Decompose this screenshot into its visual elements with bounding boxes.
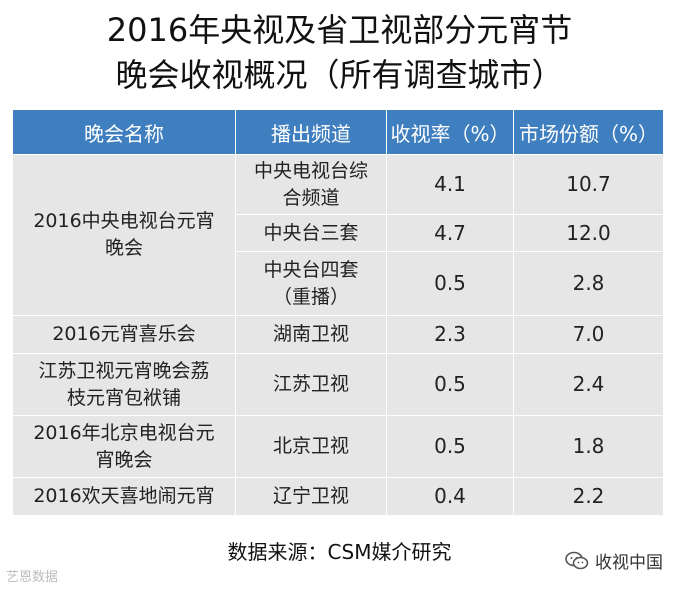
header-rating: 收视率（%） — [386, 109, 514, 155]
channel-cell: 辽宁卫视 — [235, 477, 387, 516]
channel-cell: 湖南卫视 — [235, 315, 387, 354]
share-cell: 2.2 — [513, 477, 664, 516]
header-share: 市场份额（%） — [513, 109, 664, 155]
rating-cell: 4.1 — [386, 154, 514, 215]
program-line: 2016年北京电视台元 — [33, 421, 215, 444]
channel-cell: 中央电视台综 合频道 — [235, 154, 387, 215]
rating-cell: 0.4 — [386, 477, 514, 516]
rating-cell: 0.5 — [386, 415, 514, 478]
share-cell: 2.8 — [513, 251, 664, 316]
channel-line: 合频道 — [282, 186, 340, 209]
program-line: 宵晚会 — [95, 448, 153, 471]
program-cell: 2016欢天喜地闹元宵 — [12, 477, 236, 516]
share-cell: 10.7 — [513, 154, 664, 215]
share-cell: 7.0 — [513, 315, 664, 354]
program-line: 枝元宵包袱铺 — [66, 386, 181, 409]
table-row: 2016中央电视台元宵 晚会 中央电视台综 合频道 4.1 10.7 — [12, 154, 664, 316]
chart-title: 2016年央视及省卫视部分元宵节 晚会收视概况（所有调查城市） — [0, 8, 679, 98]
share-cell: 12.0 — [513, 214, 664, 252]
watermark-right: 收视中国 — [565, 548, 663, 573]
wechat-icon — [565, 551, 589, 569]
rating-cell: 2.3 — [386, 315, 514, 354]
rating-cell: 0.5 — [386, 353, 514, 416]
source-note: 数据来源：CSM媒介研究 — [227, 540, 452, 564]
channel-cell: 中央台三套 — [235, 214, 387, 252]
table-row: 江苏卫视元宵晚会荔 枝元宵包袱铺 江苏卫视 0.5 2.4 — [12, 353, 664, 416]
share-cell: 1.8 — [513, 415, 664, 478]
channel-line: 中央台四套 — [263, 258, 359, 281]
table-row: 2016欢天喜地闹元宵 辽宁卫视 0.4 2.2 — [12, 477, 664, 516]
table-row: 中央台三套 4.7 12.0 — [13, 214, 664, 252]
channel-cell: 江苏卫视 — [235, 353, 387, 416]
table-row: 中央台四套 （重播） 0.5 2.8 — [13, 251, 664, 316]
watermark-logo-left: 艺恩数据 — [6, 570, 59, 585]
program-cell: 2016年北京电视台元 宵晚会 — [12, 415, 236, 478]
title-line-1: 2016年央视及省卫视部分元宵节 — [106, 11, 573, 49]
table-row: 2016年北京电视台元 宵晚会 北京卫视 0.5 1.8 — [12, 415, 664, 478]
table-header-row: 晚会名称 播出频道 收视率（%） 市场份额（%） — [12, 109, 664, 155]
channel-line: （重播） — [272, 285, 349, 308]
program-cell: 2016元宵喜乐会 — [12, 315, 236, 354]
rating-cell: 0.5 — [386, 251, 514, 316]
title-line-2: 晚会收视概况（所有调查城市） — [115, 56, 564, 94]
ratings-table: 晚会名称 播出频道 收视率（%） 市场份额（%） 2016中央电视台元宵 晚会 … — [12, 109, 664, 516]
program-line: 2016中央电视台元宵 — [33, 210, 215, 232]
program-line: 晚会 — [104, 237, 143, 259]
header-program: 晚会名称 — [12, 109, 236, 155]
program-cell: 2016中央电视台元宵 晚会 — [12, 154, 236, 316]
header-channel: 播出频道 — [235, 109, 387, 155]
channel-cell: 北京卫视 — [235, 415, 387, 478]
watermark-right-label: 收视中国 — [595, 553, 663, 573]
program-line: 江苏卫视元宵晚会荔 — [38, 359, 210, 382]
channel-cell: 中央台四套 （重播） — [235, 251, 387, 316]
channel-line: 中央电视台综 — [253, 159, 368, 182]
rating-cell: 4.7 — [386, 214, 514, 252]
program-cell: 江苏卫视元宵晚会荔 枝元宵包袱铺 — [12, 353, 236, 416]
table-row: 2016元宵喜乐会 湖南卫视 2.3 7.0 — [12, 315, 664, 354]
share-cell: 2.4 — [513, 353, 664, 416]
